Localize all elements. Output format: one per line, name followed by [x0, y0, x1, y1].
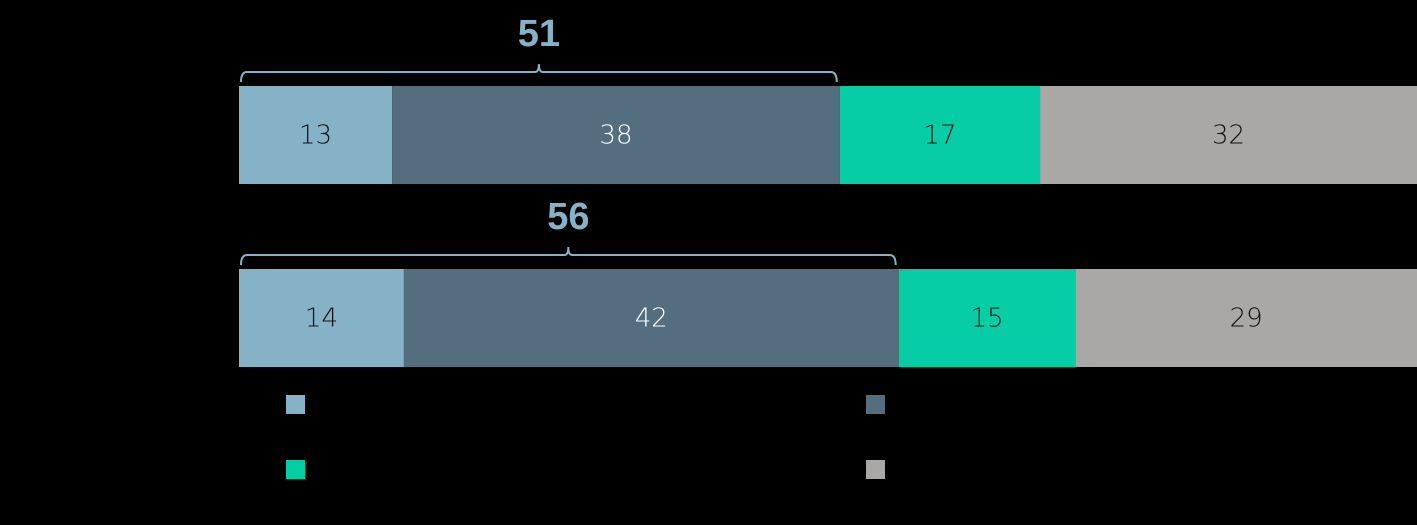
- bar-segment: [839, 86, 1041, 184]
- value-label: 17: [923, 121, 956, 151]
- bar-segment: [392, 86, 840, 184]
- value-label: 42: [635, 304, 668, 334]
- value-label: 38: [599, 121, 632, 151]
- brace: [240, 246, 897, 266]
- bar-segment: [1075, 269, 1417, 367]
- brace-total: 51: [518, 13, 560, 55]
- brace-total: 56: [547, 196, 589, 238]
- brace: [240, 63, 838, 83]
- legend-swatch: [286, 395, 305, 414]
- bar-segment: [239, 86, 393, 184]
- legend-swatch: [866, 395, 885, 414]
- value-label: 32: [1212, 121, 1245, 151]
- value-label: 15: [970, 304, 1003, 334]
- value-label: 14: [305, 304, 338, 334]
- bar-segment: [898, 269, 1076, 367]
- value-label: 13: [299, 121, 332, 151]
- bar-segment: [239, 269, 404, 367]
- value-label: 29: [1230, 304, 1263, 334]
- bar-segment: [403, 269, 899, 367]
- legend-swatch: [866, 460, 885, 479]
- legend-swatch: [286, 460, 305, 479]
- bar-segment: [1040, 86, 1417, 184]
